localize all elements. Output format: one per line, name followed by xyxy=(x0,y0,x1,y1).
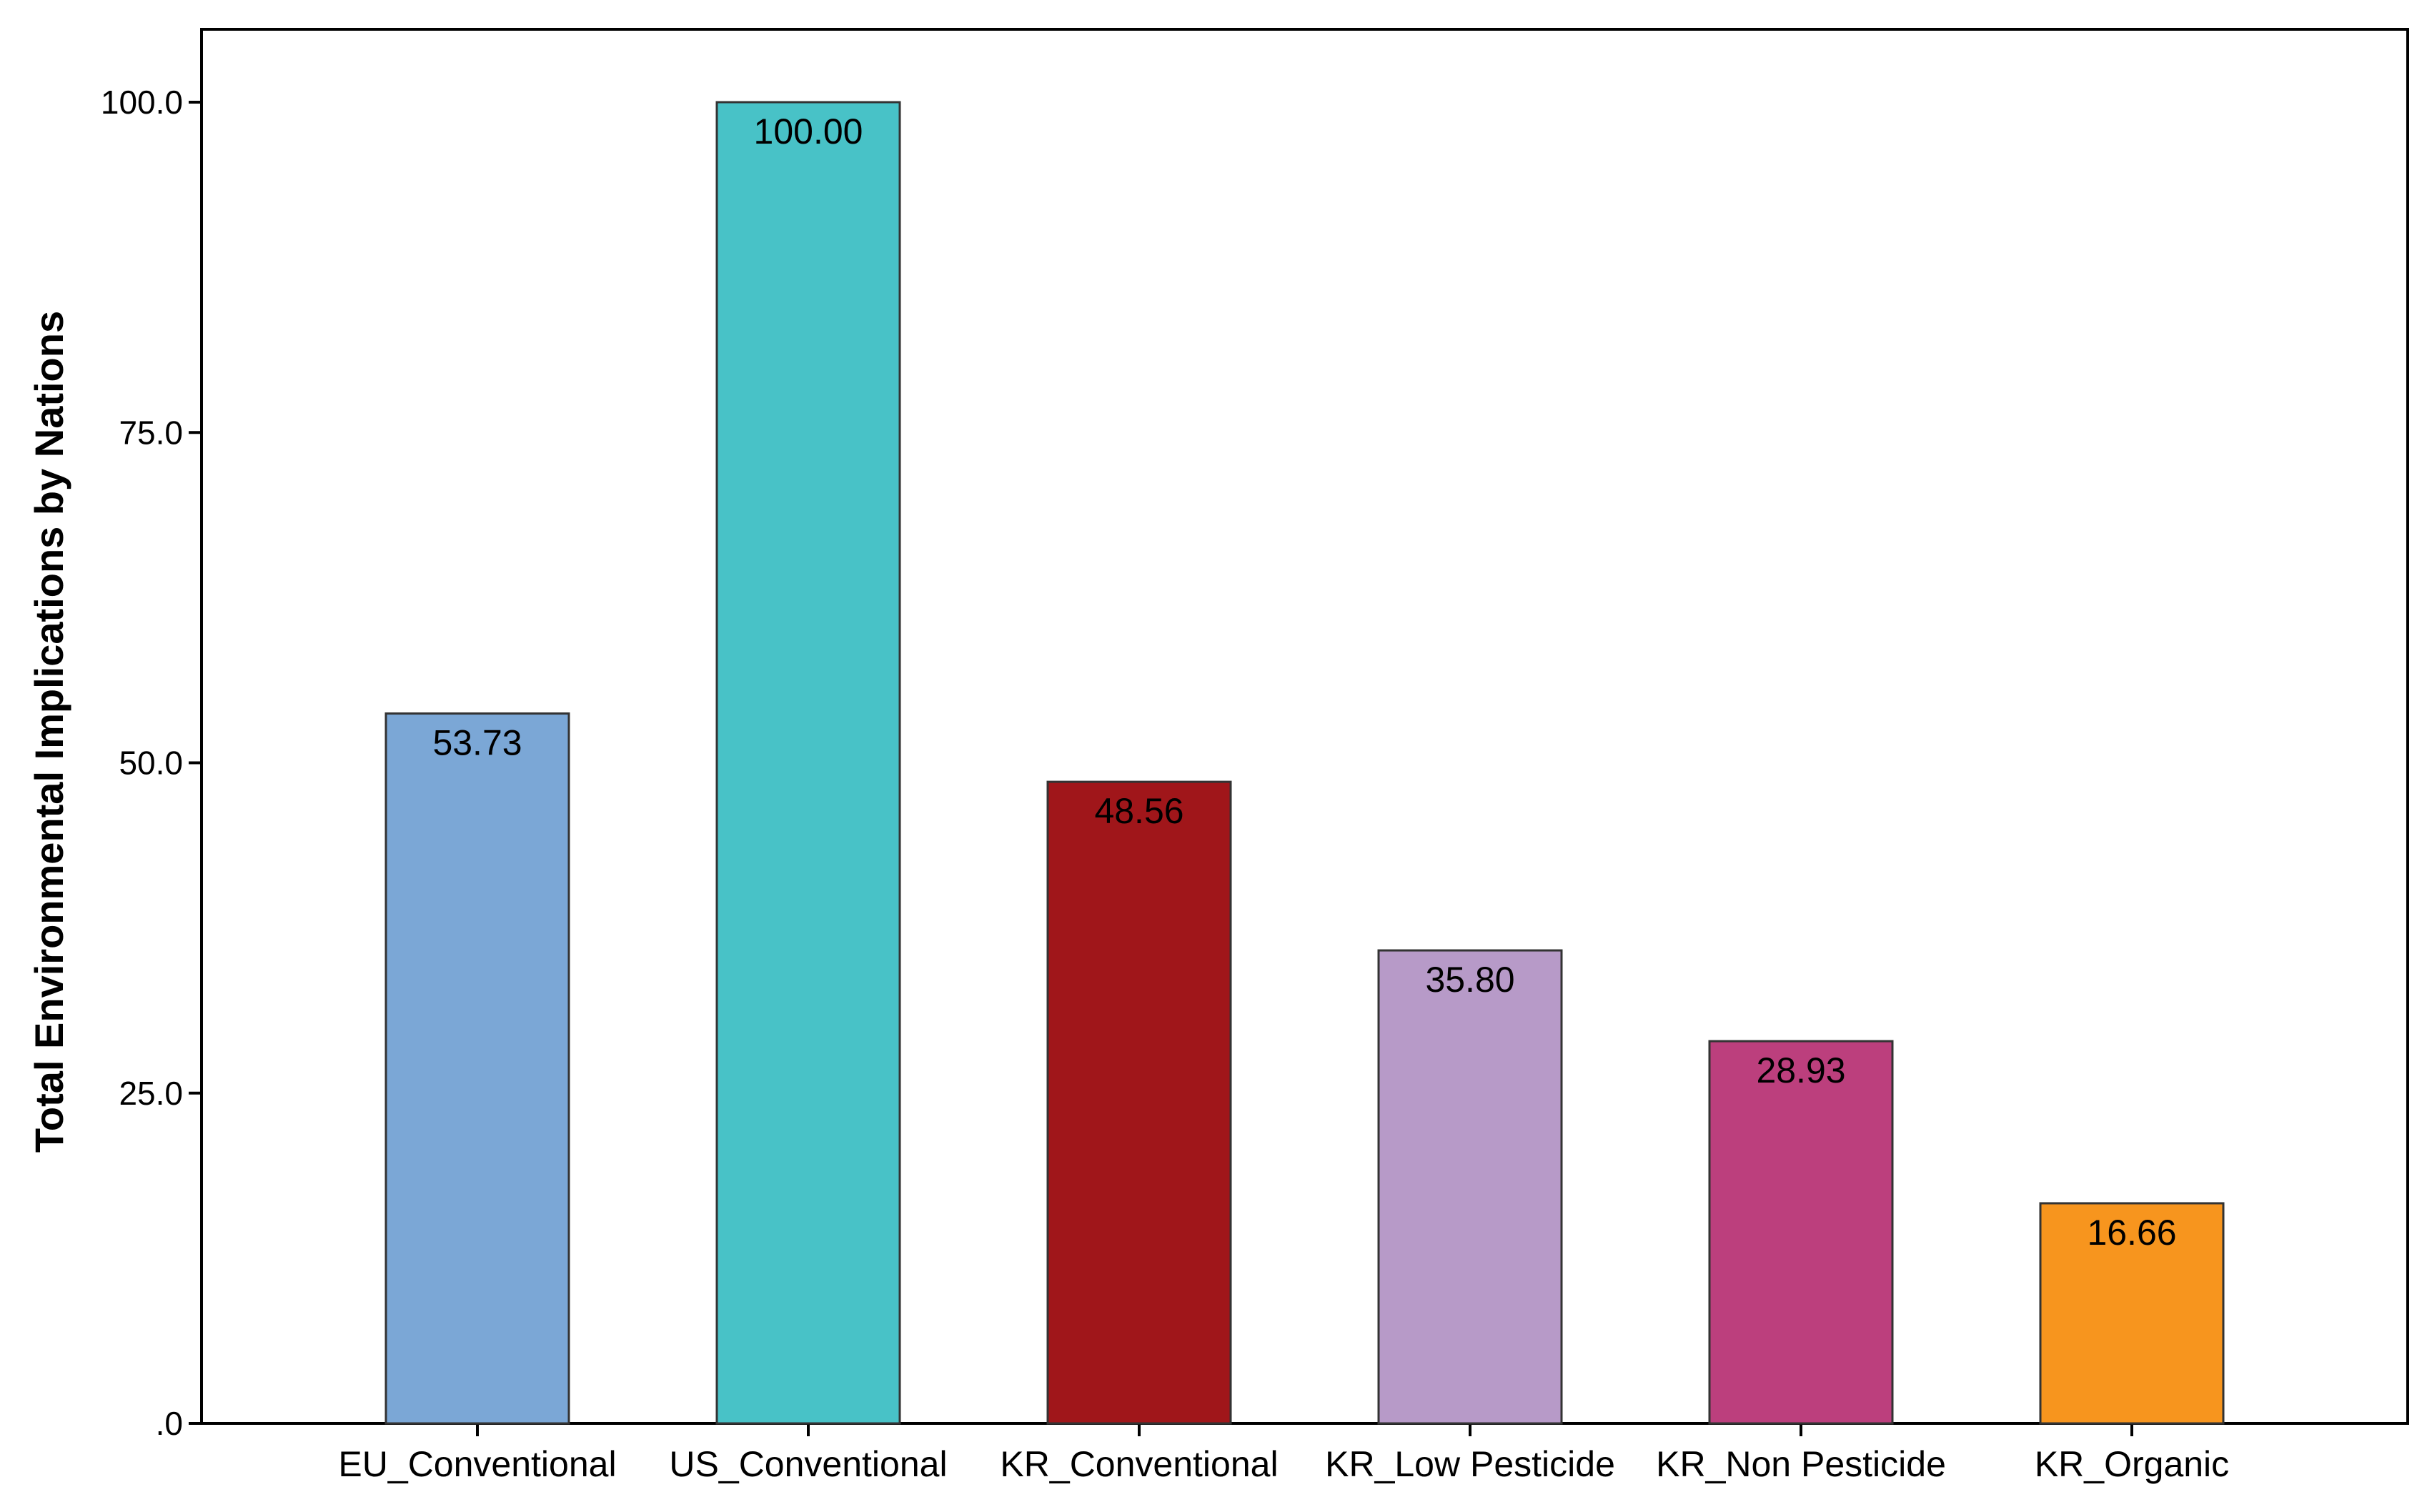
bar xyxy=(1377,949,1563,1425)
bar xyxy=(1708,1040,1894,1425)
y-axis: .0 25.0 50.0 75.0 100.0 xyxy=(101,84,202,1442)
x-axis: EU_Conventional US_Conventional KR_Convent… xyxy=(338,1423,2229,1484)
bar-value-label: 16.66 xyxy=(2087,1213,2176,1253)
bar xyxy=(715,101,901,1425)
x-tick-label: KR_Conventional xyxy=(1000,1444,1278,1484)
y-tick-label: 100.0 xyxy=(101,84,183,121)
x-tick-label: US_Conventional xyxy=(669,1444,947,1484)
plot-frame xyxy=(200,28,2409,1425)
bar-series: 53.73 100.00 48.56 35.80 28.93 16.66 xyxy=(384,101,2225,1425)
bar-value-label: 28.93 xyxy=(1756,1050,1845,1090)
bar xyxy=(2039,1202,2225,1425)
bar-value-label: 53.73 xyxy=(432,723,522,763)
x-tick-label: KR_Non Pesticide xyxy=(1656,1444,1946,1484)
y-tick-label: .0 xyxy=(156,1405,183,1442)
bar xyxy=(1046,780,1232,1425)
x-tick-label: KR_Organic xyxy=(2035,1444,2229,1484)
bar xyxy=(384,712,570,1425)
bar-value-label: 100.00 xyxy=(754,111,863,151)
bar-value-label: 35.80 xyxy=(1425,960,1514,1000)
y-axis-title: Total Environmental Implications by Nati… xyxy=(26,311,71,1153)
y-tick-label: 50.0 xyxy=(119,745,183,782)
y-tick-label: 25.0 xyxy=(119,1075,183,1112)
x-tick-label: KR_Low Pesticide xyxy=(1325,1444,1615,1484)
x-tick-label: EU_Conventional xyxy=(338,1444,616,1484)
y-tick-label: 75.0 xyxy=(119,414,183,451)
bar-value-label: 48.56 xyxy=(1094,791,1183,831)
